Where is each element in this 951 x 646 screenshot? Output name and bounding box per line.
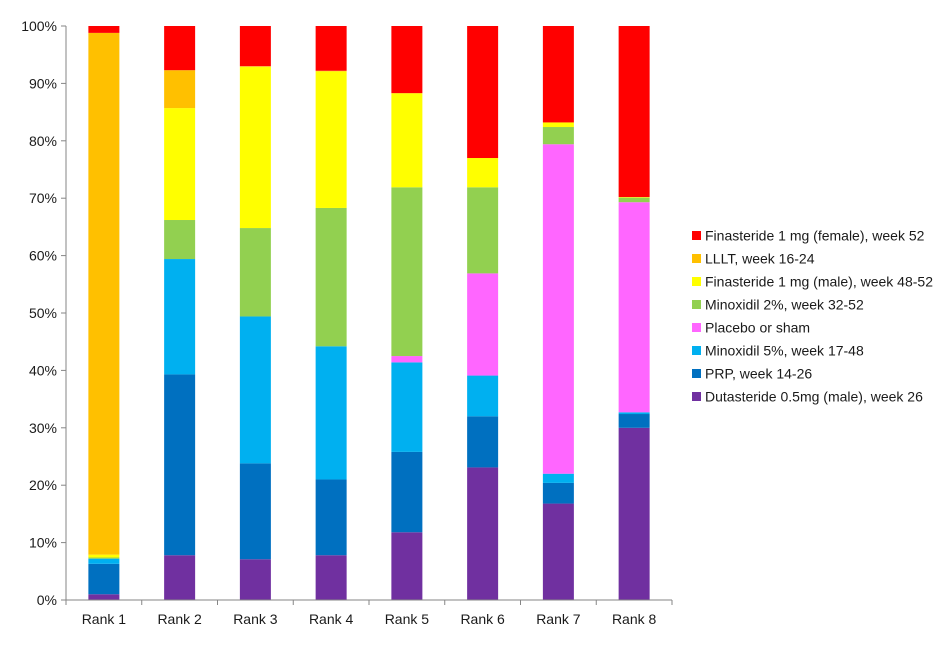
legend-swatch [692, 323, 701, 332]
x-tick-label: Rank 6 [460, 611, 505, 627]
bar-segment-rank-5-finasteride-1-mg-male-week-48-52 [391, 93, 423, 188]
legend-label: Minoxidil 2%, week 32-52 [705, 297, 864, 313]
y-tick-label: 20% [29, 477, 57, 493]
legend-swatch [692, 231, 701, 240]
bar-segment-rank-2-minoxidil-2-week-32-52 [164, 220, 196, 260]
bar-segment-rank-6-placebo-or-sham [467, 273, 499, 376]
bar-segment-rank-6-finasteride-1-mg-female-week-52 [467, 26, 499, 159]
x-tick-label: Rank 3 [233, 611, 278, 627]
y-tick-label: 60% [29, 248, 57, 264]
bar-segment-rank-5-prp-week-14-26 [391, 451, 423, 533]
y-tick-label: 100% [21, 18, 57, 34]
bar-segment-rank-7-minoxidil-5-week-17-48 [542, 473, 574, 483]
bar-segment-rank-3-dutasteride-0-5mg-male-week-26 [239, 559, 271, 600]
bar-segment-rank-8-placebo-or-sham [618, 202, 650, 413]
bar-segment-rank-8-finasteride-1-mg-female-week-52 [618, 26, 650, 198]
bar-segment-rank-2-prp-week-14-26 [164, 374, 196, 556]
x-tick-label: Rank 7 [536, 611, 581, 627]
y-tick-label: 10% [29, 535, 57, 551]
y-tick-label: 90% [29, 75, 57, 91]
bar-segment-rank-4-finasteride-1-mg-male-week-48-52 [315, 71, 347, 208]
legend-swatch [692, 346, 701, 355]
x-tick-label: Rank 4 [309, 611, 354, 627]
bar-segment-rank-4-dutasteride-0-5mg-male-week-26 [315, 555, 347, 600]
bar-segment-rank-5-placebo-or-sham [391, 356, 423, 363]
legend-swatch [692, 300, 701, 309]
bar-segment-rank-1-dutasteride-0-5mg-male-week-26 [88, 594, 120, 600]
bar-segment-rank-7-prp-week-14-26 [542, 482, 574, 504]
bar-segment-rank-4-lllt-week-16-24 [315, 70, 347, 72]
bar-segment-rank-6-dutasteride-0-5mg-male-week-26 [467, 467, 499, 600]
bar-segment-rank-2-minoxidil-5-week-17-48 [164, 259, 196, 375]
bar-segment-rank-4-prp-week-14-26 [315, 479, 347, 556]
bar-segment-rank-3-minoxidil-2-week-32-52 [239, 228, 271, 317]
bar-segment-rank-6-prp-week-14-26 [467, 416, 499, 468]
x-tick-label: Rank 2 [157, 611, 202, 627]
bar-segment-rank-3-finasteride-1-mg-male-week-48-52 [239, 66, 271, 229]
bar-segment-rank-1-prp-week-14-26 [88, 563, 120, 595]
legend-label: LLLT, week 16-24 [705, 251, 815, 267]
legend-label: PRP, week 14-26 [705, 366, 812, 382]
bar-segment-rank-7-finasteride-1-mg-male-week-48-52 [542, 122, 574, 128]
bar-segment-rank-8-minoxidil-5-week-17-48 [618, 412, 650, 415]
bar-segment-rank-6-minoxidil-2-week-32-52 [467, 187, 499, 274]
bar-segment-rank-7-finasteride-1-mg-female-week-52 [542, 26, 574, 123]
bar-segment-rank-1-minoxidil-2-week-32-52 [88, 557, 120, 559]
bar-segment-rank-2-finasteride-1-mg-female-week-52 [164, 26, 196, 71]
x-tick-label: Rank 8 [612, 611, 657, 627]
bar-segment-rank-2-lllt-week-16-24 [164, 70, 196, 109]
bar-segment-rank-1-finasteride-1-mg-male-week-48-52 [88, 554, 120, 558]
bar-segment-rank-1-finasteride-1-mg-female-week-52 [88, 26, 120, 33]
legend-label: Finasteride 1 mg (male), week 48-52 [705, 274, 933, 290]
bar-segment-rank-3-prp-week-14-26 [239, 463, 271, 560]
legend-label: Dutasteride 0.5mg (male), week 26 [705, 389, 923, 405]
bar-segment-rank-4-minoxidil-2-week-32-52 [315, 207, 347, 347]
bar-segment-rank-3-finasteride-1-mg-female-week-52 [239, 26, 271, 67]
y-tick-label: 70% [29, 190, 57, 206]
legend-swatch [692, 254, 701, 263]
bar-segment-rank-6-finasteride-1-mg-male-week-48-52 [467, 158, 499, 188]
bar-segment-rank-8-minoxidil-2-week-32-52 [618, 197, 650, 203]
bar-segment-rank-7-dutasteride-0-5mg-male-week-26 [542, 503, 574, 600]
bar-segment-rank-8-dutasteride-0-5mg-male-week-26 [618, 427, 650, 600]
bar-segment-rank-1-lllt-week-16-24 [88, 32, 120, 555]
bar-segment-rank-5-finasteride-1-mg-female-week-52 [391, 26, 423, 94]
bar-segment-rank-5-minoxidil-5-week-17-48 [391, 362, 423, 452]
bar-segment-rank-6-minoxidil-5-week-17-48 [467, 375, 499, 417]
legend-swatch [692, 392, 701, 401]
legend-label: Placebo or sham [705, 320, 810, 336]
bar-segment-rank-4-finasteride-1-mg-female-week-52 [315, 26, 347, 71]
bar-segment-rank-2-finasteride-1-mg-male-week-48-52 [164, 108, 196, 221]
bar-segment-rank-3-lllt-week-16-24 [239, 66, 271, 67]
bar-segment-rank-7-minoxidil-2-week-32-52 [542, 127, 574, 145]
bar-segment-rank-1-minoxidil-5-week-17-48 [88, 558, 120, 564]
bar-segment-rank-3-minoxidil-5-week-17-48 [239, 316, 271, 464]
y-tick-label: 40% [29, 362, 57, 378]
y-tick-label: 50% [29, 305, 57, 321]
bar-segment-rank-5-minoxidil-2-week-32-52 [391, 187, 423, 357]
legend-label: Finasteride 1 mg (female), week 52 [705, 228, 925, 244]
axes: 0% 10% 20% 30% 40% 50% 60% 70% 80% 90% 100% Rank 1 R… [21, 18, 673, 627]
bar-segment-rank-8-finasteride-1-mg-male-week-48-52 [618, 197, 650, 198]
y-tick-label: 30% [29, 420, 57, 436]
plot-area [88, 26, 650, 600]
y-tick-label: 80% [29, 133, 57, 149]
bar-segment-rank-7-placebo-or-sham [542, 144, 574, 474]
bar-segment-rank-2-dutasteride-0-5mg-male-week-26 [164, 555, 196, 600]
legend: Finasteride 1 mg (female), week 52 LLLT, … [692, 228, 933, 405]
legend-swatch [692, 277, 701, 286]
y-tick-label: 0% [37, 592, 57, 608]
bar-segment-rank-5-dutasteride-0-5mg-male-week-26 [391, 532, 423, 600]
legend-swatch [692, 369, 701, 378]
x-tick-label: Rank 5 [385, 611, 430, 627]
bar-segment-rank-4-minoxidil-5-week-17-48 [315, 346, 347, 480]
legend-label: Minoxidil 5%, week 17-48 [705, 343, 864, 359]
x-tick-label: Rank 1 [82, 611, 127, 627]
bar-segment-rank-8-prp-week-14-26 [618, 414, 650, 428]
